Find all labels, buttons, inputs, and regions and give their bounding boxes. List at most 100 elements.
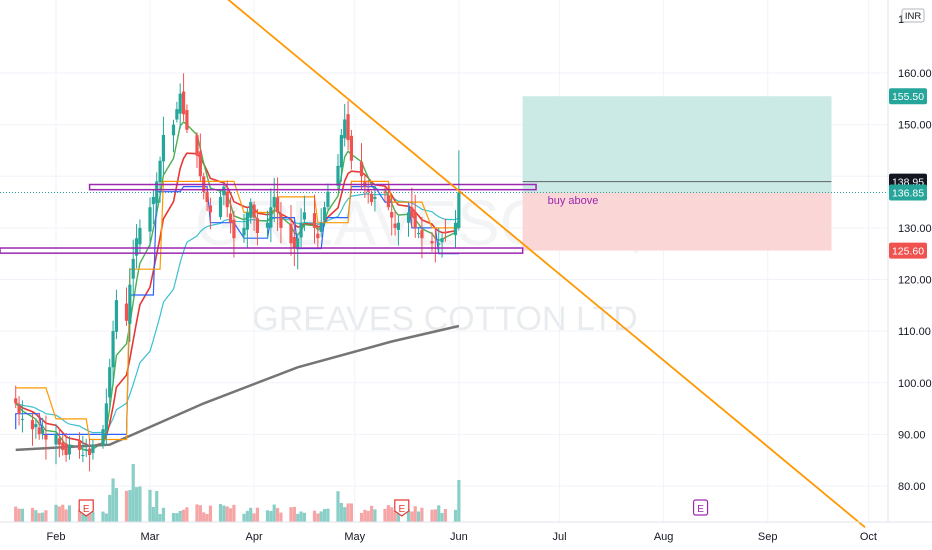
candle-body[interactable] <box>336 165 340 186</box>
candle-body[interactable] <box>34 424 38 428</box>
candle-body[interactable] <box>437 243 441 245</box>
candle-body[interactable] <box>369 193 374 203</box>
candle-body[interactable] <box>326 191 330 207</box>
lower-level-rectangle[interactable] <box>0 247 524 254</box>
candle-body[interactable] <box>138 227 142 245</box>
candle-body[interactable] <box>299 222 303 238</box>
candle-body[interactable] <box>242 227 246 236</box>
candle-body[interactable] <box>175 109 179 120</box>
level-rectangles[interactable] <box>0 183 537 254</box>
candle-body[interactable] <box>222 186 226 196</box>
candle-body[interactable] <box>81 455 85 457</box>
candle-body[interactable] <box>44 435 48 440</box>
candle-body[interactable] <box>185 110 189 130</box>
candle-body[interactable] <box>366 189 370 192</box>
candle-body[interactable] <box>453 222 458 236</box>
candle-body[interactable] <box>87 448 92 456</box>
earnings-badge[interactable] <box>394 499 410 517</box>
candle-body[interactable] <box>151 196 155 205</box>
candle-body[interactable] <box>359 161 364 177</box>
candle-body[interactable] <box>84 449 88 451</box>
target-zone[interactable] <box>522 96 832 193</box>
candle-body[interactable] <box>37 427 41 435</box>
candle-body[interactable] <box>161 134 166 162</box>
stop-zone[interactable] <box>522 192 832 251</box>
candle-body[interactable] <box>420 230 424 239</box>
candle-body[interactable] <box>269 207 273 228</box>
candle-body[interactable] <box>40 429 45 434</box>
candle-body[interactable] <box>131 258 135 279</box>
candle-body[interactable] <box>30 420 35 430</box>
buy-above-label[interactable]: buy above <box>548 195 599 207</box>
candle-body[interactable] <box>249 202 253 218</box>
candle-body[interactable] <box>181 91 186 115</box>
candle-body[interactable] <box>302 212 307 220</box>
candle-body[interactable] <box>440 238 444 243</box>
candle-body[interactable] <box>383 191 387 193</box>
candle-body[interactable] <box>101 429 105 446</box>
candle-body[interactable] <box>339 134 343 168</box>
candle-body[interactable] <box>396 222 401 230</box>
descending-trendline[interactable] <box>130 0 866 528</box>
candle-body[interactable] <box>252 204 256 218</box>
candle-body[interactable] <box>198 151 202 177</box>
earnings-badge[interactable] <box>692 499 709 516</box>
candle-body[interactable] <box>208 205 213 213</box>
candle-body[interactable] <box>91 444 95 454</box>
candle-body[interactable] <box>393 223 397 228</box>
price-axis[interactable]: 80.00 90.00 100.00 110.00 120.00 130.00 150.00… <box>887 0 932 522</box>
candle-body[interactable] <box>265 222 270 228</box>
candle-body[interactable] <box>205 191 209 203</box>
candle-body[interactable] <box>54 434 58 445</box>
candle-body[interactable] <box>64 443 68 456</box>
earnings-marker[interactable]: E <box>78 499 94 517</box>
candle-body[interactable] <box>20 418 25 420</box>
price-tag[interactable]: 155.50 <box>889 88 927 105</box>
candle-body[interactable] <box>148 207 152 232</box>
candle-body[interactable] <box>443 232 448 234</box>
candle-body[interactable] <box>114 300 119 332</box>
price-tag[interactable]: 125.60 <box>889 242 927 259</box>
candle-body[interactable] <box>232 219 236 239</box>
earnings-marker[interactable]: E <box>394 499 410 517</box>
candle-body[interactable] <box>228 213 233 223</box>
candle-body[interactable] <box>77 441 82 450</box>
candle-body[interactable] <box>343 119 347 139</box>
candle-body[interactable] <box>124 303 129 321</box>
candle-body[interactable] <box>416 233 421 235</box>
time-axis[interactable]: Feb Mar Apr May Jun Jul Aug Sep Oct <box>0 521 932 543</box>
candle-body[interactable] <box>225 191 229 208</box>
risk-reward-tool[interactable] <box>0 96 888 251</box>
candle-body[interactable] <box>292 237 296 249</box>
candle-body[interactable] <box>171 124 176 136</box>
candle-body[interactable] <box>272 196 276 208</box>
candle-body[interactable] <box>158 160 162 183</box>
candle-body[interactable] <box>178 93 182 114</box>
candle-body[interactable] <box>111 331 115 368</box>
candle-body[interactable] <box>430 241 434 244</box>
price-tag[interactable]: 136.85 <box>889 184 927 201</box>
candle-body[interactable] <box>373 196 377 199</box>
candle-body[interactable] <box>61 442 65 450</box>
candle-body[interactable] <box>14 398 18 404</box>
candle-body[interactable] <box>245 212 249 230</box>
candle-body[interactable] <box>134 238 139 256</box>
candle-body[interactable] <box>17 406 21 414</box>
earnings-marker[interactable]: E <box>692 499 709 516</box>
candle-body[interactable] <box>296 238 300 250</box>
candle-body[interactable] <box>195 135 199 156</box>
trendline[interactable] <box>130 0 866 528</box>
candle-body[interactable] <box>346 114 350 141</box>
candle-body[interactable] <box>275 197 280 213</box>
candle-body[interactable] <box>108 367 112 398</box>
candle-body[interactable] <box>316 233 320 239</box>
candle-body[interactable] <box>410 207 414 218</box>
earnings-badge[interactable] <box>78 499 94 517</box>
candle-body[interactable] <box>457 192 461 228</box>
candle-body[interactable] <box>104 403 108 431</box>
candle-body[interactable] <box>322 207 327 221</box>
candle-body[interactable] <box>255 218 260 234</box>
candle-body[interactable] <box>386 195 390 208</box>
